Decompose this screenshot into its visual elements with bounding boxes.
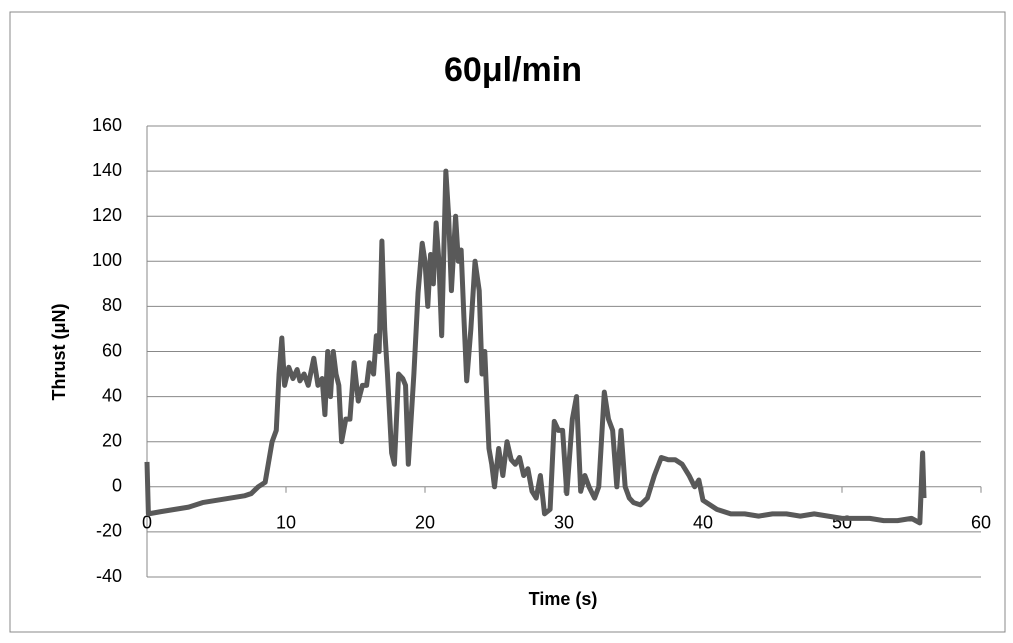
x-tick-label: 60 [971, 513, 991, 533]
y-tick-label: 140 [92, 160, 122, 180]
x-tick-label: 20 [415, 513, 435, 533]
y-tick-label: 80 [102, 295, 122, 315]
x-axis-label: Time (s) [529, 589, 598, 609]
y-tick-label: 100 [92, 250, 122, 270]
y-tick-label: 0 [112, 476, 122, 496]
y-tick-label: -40 [96, 566, 122, 586]
x-tick-label: 40 [693, 513, 713, 533]
y-tick-label: -20 [96, 521, 122, 541]
x-tick-label: 30 [554, 513, 574, 533]
y-tick-label: 160 [92, 115, 122, 135]
chart-frame [9, 11, 1006, 633]
x-tick-label: 0 [142, 513, 152, 533]
chart-title: 60μl/min [444, 51, 582, 89]
y-tick-label: 120 [92, 205, 122, 225]
y-tick-label: 20 [102, 430, 122, 450]
data-line [144, 168, 927, 526]
y-tick-label: 60 [102, 340, 122, 360]
y-tick-label: 40 [102, 385, 122, 405]
y-axis-label: Thrust (μN) [49, 303, 69, 400]
x-tick-label: 10 [276, 513, 296, 533]
